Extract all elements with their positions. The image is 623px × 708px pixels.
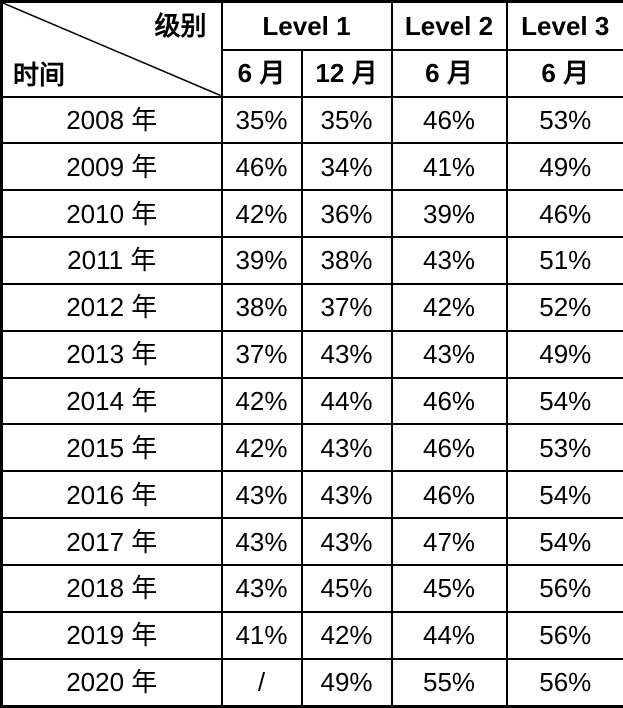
value-cell: 43% (220, 563, 303, 613)
value-cell: 54% (505, 517, 623, 566)
header-month-l1-jun: 6 月 (220, 48, 303, 98)
value-cell: 53% (505, 95, 623, 145)
table-row-2011: 2011 年 39% 38% 43% 51% (0, 236, 623, 285)
header-row-levels: 级别 时间 Level 1 Level 2 Level 3 (0, 0, 623, 98)
value-cell: 55% (390, 657, 508, 708)
header-row-months: 6 月 12 月 6 月 6 月 (2, 48, 623, 98)
value-cell: 49% (505, 142, 623, 192)
value-cell: 41% (390, 142, 508, 192)
value-cell: 43% (390, 236, 508, 285)
table-row-2014: 2014 年 42% 44% 46% 54% (0, 376, 623, 426)
value-cell: 43% (300, 423, 393, 473)
diagonal-divider-icon (3, 3, 221, 96)
year-cell: 2010 年 (0, 189, 223, 239)
value-cell: 36% (300, 189, 393, 239)
table-row-2020: 2020 年 / 49% 55% 56% (0, 657, 623, 708)
value-cell: 46% (390, 423, 508, 473)
year-cell: 2016 年 (0, 470, 223, 520)
value-cell: 45% (300, 563, 393, 613)
value-cell: 35% (300, 95, 393, 145)
year-cell: 2017 年 (0, 517, 223, 566)
year-cell: 2008 年 (0, 95, 223, 145)
value-cell: 45% (390, 563, 508, 613)
table-row-2017: 2017 年 43% 43% 47% 54% (0, 517, 623, 566)
value-cell: 56% (505, 563, 623, 613)
value-cell: 53% (505, 423, 623, 473)
corner-cell-inner: 级别 时间 (3, 3, 221, 96)
year-cell: 2013 年 (0, 329, 223, 379)
year-cell: 2018 年 (0, 563, 223, 613)
year-cell: 2020 年 (0, 657, 223, 708)
value-cell: 49% (300, 657, 393, 708)
value-cell: 42% (220, 376, 303, 426)
table-row-2008: 2008 年 35% 35% 46% 53% (0, 95, 623, 145)
value-cell: 47% (390, 517, 508, 566)
table-row-2019: 2019 年 41% 42% 44% 56% (0, 610, 623, 660)
year-cell: 2014 年 (0, 376, 223, 426)
value-cell: 39% (220, 236, 303, 285)
year-cell: 2011 年 (0, 236, 223, 285)
value-cell: 46% (390, 95, 508, 145)
year-cell: 2009 年 (0, 142, 223, 192)
header-level-3: Level 3 (505, 0, 623, 51)
table-row-2013: 2013 年 37% 43% 43% 49% (0, 329, 623, 379)
value-cell: / (220, 657, 303, 708)
value-cell: 54% (505, 376, 623, 426)
value-cell: 56% (505, 610, 623, 660)
value-cell: 56% (505, 657, 623, 708)
header-level-1: Level 1 (220, 0, 393, 51)
value-cell: 43% (300, 470, 393, 520)
value-cell: 42% (300, 610, 393, 660)
corner-label-time: 时间 (13, 59, 66, 90)
value-cell: 46% (390, 470, 508, 520)
value-cell: 51% (505, 236, 623, 285)
year-cell: 2019 年 (0, 610, 223, 660)
value-cell: 43% (300, 329, 393, 379)
year-cell: 2015 年 (0, 423, 223, 473)
value-cell: 38% (220, 282, 303, 332)
value-cell: 46% (390, 376, 508, 426)
corner-cell: 级别 时间 (0, 0, 223, 98)
value-cell: 35% (220, 95, 303, 145)
value-cell: 44% (300, 376, 393, 426)
value-cell: 38% (300, 236, 393, 285)
value-cell: 34% (300, 142, 393, 192)
value-cell: 46% (505, 189, 623, 239)
table-row-2018: 2018 年 43% 45% 45% 56% (0, 563, 623, 613)
value-cell: 43% (390, 329, 508, 379)
header-month-l1-dec: 12 月 (300, 48, 393, 98)
value-cell: 39% (390, 189, 508, 239)
value-cell: 44% (390, 610, 508, 660)
table-row-2009: 2009 年 46% 34% 41% 49% (0, 142, 623, 192)
value-cell: 46% (220, 142, 303, 192)
header-level-2: Level 2 (390, 0, 508, 51)
year-cell: 2012 年 (0, 282, 223, 332)
value-cell: 42% (390, 282, 508, 332)
value-cell: 52% (505, 282, 623, 332)
value-cell: 49% (505, 329, 623, 379)
value-cell: 43% (220, 517, 303, 566)
table-row-2015: 2015 年 42% 43% 46% 53% (0, 423, 623, 473)
value-cell: 42% (220, 423, 303, 473)
header-month-l2-jun: 6 月 (390, 48, 508, 98)
value-cell: 41% (220, 610, 303, 660)
table-row-2016: 2016 年 43% 43% 46% 54% (0, 470, 623, 520)
table-row-2012: 2012 年 38% 37% 42% 52% (0, 282, 623, 332)
value-cell: 37% (220, 329, 303, 379)
value-cell: 43% (300, 517, 393, 566)
value-cell: 37% (300, 282, 393, 332)
value-cell: 42% (220, 189, 303, 239)
value-cell: 43% (220, 470, 303, 520)
header-month-l3-jun: 6 月 (505, 48, 623, 98)
table-row-2010: 2010 年 42% 36% 39% 46% (0, 189, 623, 239)
corner-label-level: 级别 (154, 11, 207, 41)
value-cell: 54% (505, 470, 623, 520)
